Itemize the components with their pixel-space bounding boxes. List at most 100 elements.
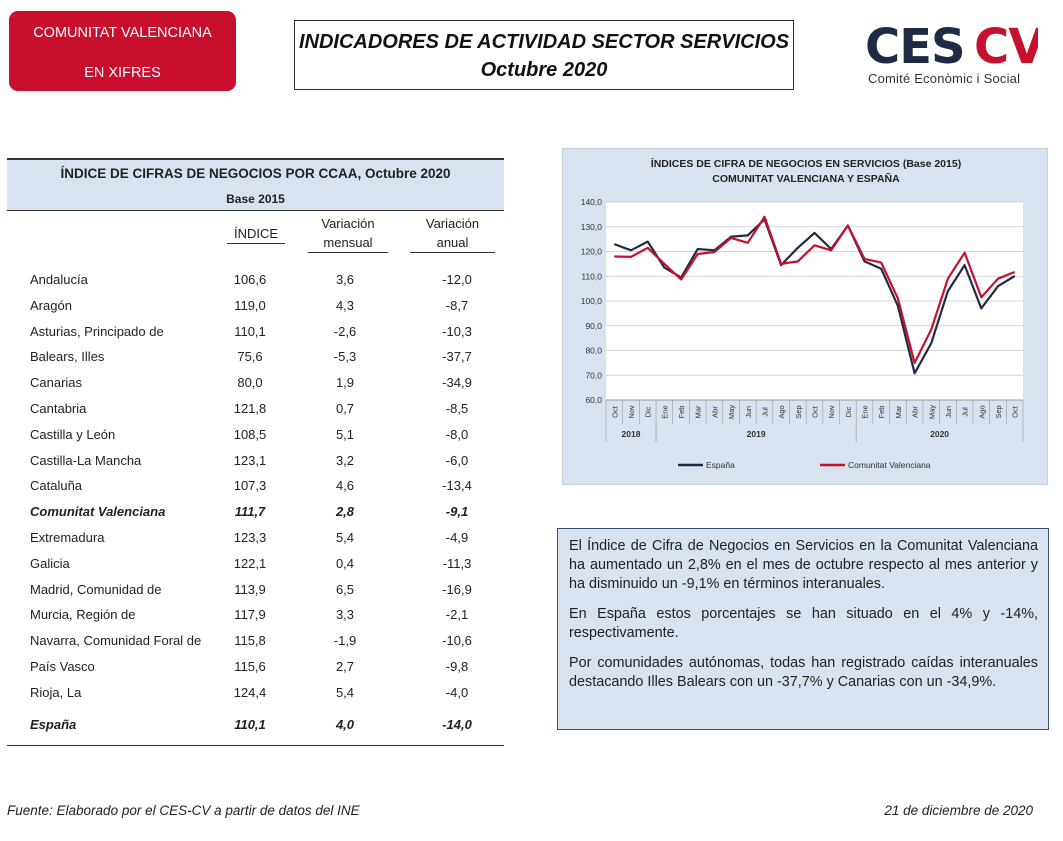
chart-title: ÍNDICES DE CIFRA DE NEGOCIOS EN SERVICIO… xyxy=(651,157,961,170)
x-tick-label: May xyxy=(727,405,736,419)
region-name: País Vasco xyxy=(30,658,95,674)
x-tick-label: Oct xyxy=(1011,405,1020,418)
var-mensual-value: 0,4 xyxy=(335,555,355,571)
y-tick-label: 100,0 xyxy=(581,296,603,306)
var-mensual-value: 4,3 xyxy=(335,297,355,313)
x-tick-label: Ene xyxy=(660,405,669,418)
var-mensual-value: 5,4 xyxy=(335,529,355,545)
table-row: Rioja, La 124,4 5,4 -4,0 xyxy=(7,681,504,707)
var-anual-value: -8,0 xyxy=(445,426,469,442)
x-tick-label: Mar xyxy=(894,405,903,418)
legend-comunitat-valenciana-label: Comunitat Valenciana xyxy=(848,460,931,470)
table-row: Asturias, Principado de 110,1 -2,6 -10,3 xyxy=(7,320,504,346)
indice-value: 106,6 xyxy=(233,272,267,287)
col-var-mensual-line-1: Variación xyxy=(321,216,375,231)
table-row: Navarra, Comunidad Foral de 115,8 -1,9 -10,… xyxy=(7,629,504,655)
indice-value: 113,9 xyxy=(234,581,266,597)
table-title: ÍNDICE DE CIFRAS DE NEGOCIOS POR CCAA, O… xyxy=(7,158,504,188)
region-badge: COMUNITAT VALENCIANA EN XIFRES xyxy=(9,11,236,91)
var-anual-value: -11,3 xyxy=(442,555,472,571)
indice-value: 110,1 xyxy=(234,323,266,339)
ccaa-table: ÍNDICE DE CIFRAS DE NEGOCIOS POR CCAA, O… xyxy=(7,158,504,747)
indice-value: 111,7 xyxy=(234,504,266,520)
svg-text:CV: CV xyxy=(974,19,1038,71)
var-anual-value: -10,3 xyxy=(442,323,472,339)
table-row: Castilla y León 108,5 5,1 -8,0 xyxy=(7,423,504,449)
x-tick-label: Dic xyxy=(844,406,853,417)
region-name: Navarra, Comunidad Foral de xyxy=(30,633,202,649)
footer-source: Fuente: Elaborado por el CES-CV a partir… xyxy=(7,803,360,818)
chart-svg: ÍNDICES DE CIFRA DE NEGOCIOS EN SERVICIO… xyxy=(581,157,1024,470)
var-mensual-value: -1,9 xyxy=(333,633,357,649)
indice-value: 107,3 xyxy=(233,478,267,494)
summary-paragraph-3: Por comunidades autónomas, todas han reg… xyxy=(569,655,1038,690)
summary-box: El Índice de Cifra de Negocios en Servic… xyxy=(557,528,1049,730)
col-var-anual: Variación anual xyxy=(410,214,495,253)
table-row: Murcia, Región de 117,9 3,3 -2,1 xyxy=(7,603,504,629)
region-name: Comunitat Valenciana xyxy=(30,504,166,520)
var-anual-value: -12,0 xyxy=(442,272,472,287)
x-tick-label: Mar xyxy=(694,405,703,418)
line-chart: ÍNDICES DE CIFRA DE NEGOCIOS EN SERVICIO… xyxy=(562,148,1048,485)
x-tick-label: Abr xyxy=(710,406,719,418)
x-tick-label: May xyxy=(927,405,936,419)
x-tick-label: Sep xyxy=(994,405,1003,418)
col-indice: ÍNDICE xyxy=(227,224,285,244)
table-column-headers: ÍNDICE Variación mensual Variación anual xyxy=(7,211,504,255)
col-var-anual-line-1: Variación xyxy=(425,216,480,231)
region-name: Balears, Illes xyxy=(30,349,105,365)
year-label: 2020 xyxy=(930,429,949,439)
year-label: 2019 xyxy=(747,429,766,439)
table-body: Andalucía 106,6 3,6 -12,0 Aragón 119,0 4,3 -8,7… xyxy=(7,268,504,738)
var-anual-value: -6,0 xyxy=(445,452,469,468)
badge-line-1: COMUNITAT VALENCIANA xyxy=(33,25,212,41)
indice-value: 123,3 xyxy=(233,529,267,545)
x-tick-label: Abr xyxy=(911,406,920,418)
var-anual-value: -4,9 xyxy=(445,529,469,545)
var-anual-value: -9,1 xyxy=(445,504,469,520)
var-mensual-value: 5,1 xyxy=(335,426,355,442)
region-name: Castilla-La Mancha xyxy=(30,452,142,468)
y-tick-label: 80,0 xyxy=(585,346,602,356)
region-name: Asturias, Principado de xyxy=(30,323,164,339)
var-anual-value: -8,7 xyxy=(445,297,469,313)
var-mensual-value: 4,6 xyxy=(335,478,355,494)
var-anual-value: -37,7 xyxy=(442,349,472,365)
col-var-mensual: Variación mensual xyxy=(308,214,388,253)
report-title-line-2: Octubre 2020 xyxy=(480,59,608,81)
var-mensual-value: 5,4 xyxy=(335,684,355,700)
report-title: INDICADORES DE ACTIVIDAD SECTOR SERVICIO… xyxy=(294,20,794,90)
x-tick-label: Oct xyxy=(610,405,619,418)
footer-date: 21 de diciembre de 2020 xyxy=(884,803,1033,818)
y-tick-label: 110,0 xyxy=(581,271,602,281)
indice-value: 110,1 xyxy=(234,716,266,732)
var-mensual-value: 3,2 xyxy=(335,452,355,468)
region-name: Andalucía xyxy=(30,272,88,287)
series-line-comunitat-valenciana xyxy=(614,215,1016,364)
table-row: Cantabria 121,8 0,7 -8,5 xyxy=(7,397,504,423)
var-mensual-value: 3,3 xyxy=(335,607,355,623)
table-row: Cataluña 107,3 4,6 -13,4 xyxy=(7,474,504,500)
var-anual-value: -16,9 xyxy=(442,581,472,597)
cescv-logo: CES CV Comité Econòmic i Social xyxy=(863,15,1046,90)
var-mensual-value: 0,7 xyxy=(335,400,355,416)
y-tick-label: 120,0 xyxy=(581,247,603,257)
var-mensual-value: 6,5 xyxy=(335,581,355,597)
table-row: Extremadura 123,3 5,4 -4,9 xyxy=(7,526,504,552)
table-row: Balears, Illes 75,6 -5,3 -37,7 xyxy=(7,345,504,371)
svg-text:CES: CES xyxy=(865,19,965,71)
region-name: Madrid, Comunidad de xyxy=(30,581,162,597)
x-tick-label: Jun xyxy=(744,406,753,418)
indice-value: 75,6 xyxy=(237,349,263,365)
var-anual-value: -4,0 xyxy=(445,684,469,700)
table-bottom-rule xyxy=(7,745,504,747)
table-row: Castilla-La Mancha 123,1 3,2 -6,0 xyxy=(7,449,504,475)
region-name: Galicia xyxy=(30,555,70,571)
y-tick-label: 90,0 xyxy=(585,321,602,331)
indice-value: 108,5 xyxy=(233,426,267,442)
x-tick-label: Ene xyxy=(861,405,870,418)
col-var-mensual-line-2: mensual xyxy=(308,233,388,253)
var-anual-value: -8,5 xyxy=(445,400,469,416)
region-name: Extremadura xyxy=(30,529,105,545)
logo-subtitle: Comité Econòmic i Social xyxy=(868,71,1021,86)
